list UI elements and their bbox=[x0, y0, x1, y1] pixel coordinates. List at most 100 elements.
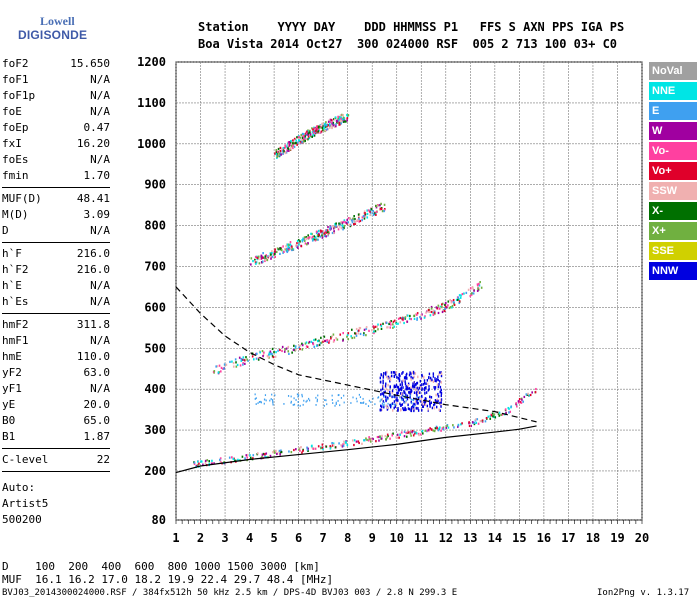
trace-point bbox=[452, 424, 454, 427]
trace-point bbox=[260, 400, 262, 403]
trace-point bbox=[325, 445, 328, 448]
trace-point bbox=[402, 406, 404, 410]
trace-point bbox=[254, 260, 256, 263]
trace-point bbox=[211, 459, 213, 462]
trace-point bbox=[229, 360, 231, 363]
trace-point bbox=[338, 121, 341, 124]
trace-point bbox=[327, 120, 330, 123]
trace-point bbox=[349, 223, 352, 226]
trace-point bbox=[387, 389, 389, 392]
trace-point bbox=[394, 403, 396, 406]
trace-point bbox=[404, 391, 406, 395]
trace-point bbox=[366, 212, 369, 216]
trace-point bbox=[305, 400, 307, 403]
trace-point bbox=[347, 332, 350, 335]
trace-point bbox=[449, 306, 452, 309]
trace-point bbox=[223, 363, 226, 366]
trace-point bbox=[409, 371, 411, 374]
trace-point bbox=[515, 402, 517, 405]
trace-point bbox=[270, 352, 273, 355]
trace-point bbox=[413, 317, 416, 321]
parameter-name: foF1p bbox=[2, 89, 36, 102]
trace-point bbox=[443, 309, 446, 313]
trace-point bbox=[304, 242, 307, 245]
trace-point bbox=[337, 228, 340, 231]
trace-point bbox=[428, 429, 430, 433]
parameter-name: foF1 bbox=[2, 73, 29, 86]
trace-point bbox=[288, 450, 290, 453]
trace-point bbox=[328, 123, 331, 126]
trace-point bbox=[440, 429, 442, 432]
trace-point bbox=[315, 230, 318, 233]
trace-point bbox=[222, 367, 224, 370]
parameter-value: N/A bbox=[90, 89, 110, 102]
parameter-name: foEp bbox=[2, 121, 29, 134]
trace-point bbox=[280, 450, 283, 454]
trace-point bbox=[311, 235, 314, 238]
trace-point bbox=[423, 387, 425, 391]
plot-frame bbox=[175, 61, 643, 521]
trace-point bbox=[475, 421, 478, 424]
trace-point bbox=[292, 142, 294, 145]
trace-point bbox=[301, 140, 303, 144]
trace-point bbox=[411, 406, 413, 409]
trace-point bbox=[371, 329, 373, 332]
trace-point bbox=[375, 205, 378, 208]
parameter-name: h`F2 bbox=[2, 263, 29, 276]
trace-point bbox=[395, 383, 398, 387]
trace-point bbox=[396, 375, 398, 379]
trace-point bbox=[220, 366, 223, 369]
trace-point bbox=[400, 398, 403, 401]
trace-point bbox=[369, 438, 372, 441]
trace-point bbox=[315, 404, 317, 406]
parameter-row: hmF1 N/A bbox=[2, 333, 110, 349]
trace-point bbox=[417, 396, 420, 400]
trace-point bbox=[442, 426, 445, 429]
trace-point bbox=[300, 139, 303, 142]
parameter-panel: foF2 15.650 foF1 N/A foF1p N/A foE N/A foEp 0.47 f… bbox=[2, 56, 110, 475]
trace-point bbox=[429, 398, 431, 402]
trace-point bbox=[366, 438, 368, 442]
y-tick-label: 500 bbox=[144, 341, 166, 355]
trace-point bbox=[438, 373, 440, 376]
trace-point bbox=[368, 437, 371, 440]
trace-point bbox=[382, 404, 384, 407]
trace-point bbox=[407, 384, 409, 387]
trace-point bbox=[283, 403, 285, 405]
trace-point bbox=[306, 399, 308, 402]
trace-point bbox=[427, 382, 429, 386]
trace-point bbox=[363, 214, 366, 218]
trace-point bbox=[399, 396, 401, 399]
ionogram-chart: 1 2 3 4 5 6 7 8 9 10 11 12 13 14 15 16 17 18 19 20802003004… bbox=[137, 55, 649, 545]
trace-point bbox=[333, 125, 336, 128]
trace-point bbox=[235, 365, 238, 368]
trace-point bbox=[331, 444, 334, 447]
trace-point bbox=[266, 354, 269, 358]
trace-point bbox=[365, 437, 367, 440]
x-tick-label: 15 bbox=[512, 531, 526, 545]
trace-point bbox=[436, 426, 438, 429]
parameter-value: N/A bbox=[90, 105, 110, 118]
trace-point bbox=[453, 303, 456, 306]
trace-point bbox=[308, 236, 311, 239]
trace-point bbox=[260, 254, 263, 257]
trace-point bbox=[264, 394, 267, 397]
trace-point bbox=[311, 127, 313, 130]
trace-point bbox=[412, 406, 415, 409]
trace-point bbox=[297, 139, 300, 142]
trace-point bbox=[362, 397, 364, 400]
trace-point bbox=[400, 408, 402, 411]
trace-point bbox=[275, 153, 278, 156]
trace-point bbox=[317, 340, 319, 343]
trace-point bbox=[325, 231, 328, 234]
trace-point bbox=[535, 387, 537, 391]
trace-point bbox=[470, 293, 473, 296]
x-tick-label: 2 bbox=[197, 531, 204, 545]
trace-point bbox=[382, 381, 384, 385]
trace-point bbox=[314, 127, 317, 130]
trace-point bbox=[290, 400, 292, 403]
trace-point bbox=[293, 397, 295, 400]
trace-point bbox=[306, 133, 309, 136]
trace-point bbox=[198, 462, 200, 465]
parameter-name: foEs bbox=[2, 153, 29, 166]
